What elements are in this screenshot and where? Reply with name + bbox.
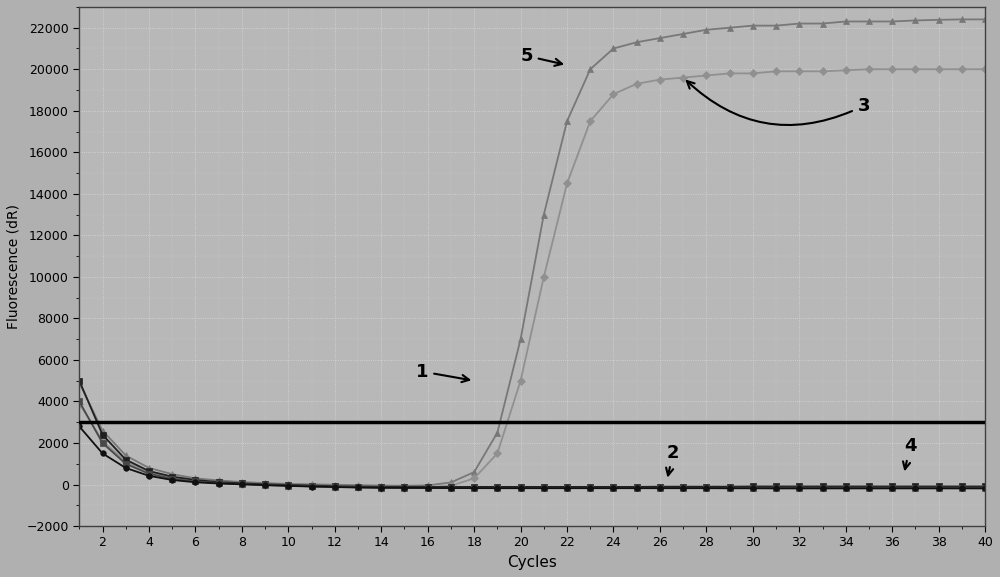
Y-axis label: Fluorescence (dR): Fluorescence (dR) (7, 204, 21, 329)
X-axis label: Cycles: Cycles (507, 555, 557, 570)
Text: 4: 4 (903, 437, 916, 469)
Text: 3: 3 (687, 81, 870, 125)
Text: 2: 2 (666, 444, 679, 475)
Text: 5: 5 (521, 47, 562, 66)
Text: 1: 1 (416, 362, 469, 382)
